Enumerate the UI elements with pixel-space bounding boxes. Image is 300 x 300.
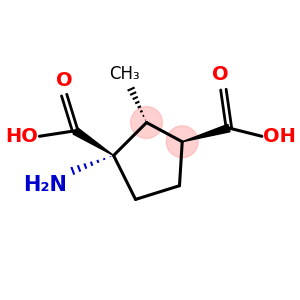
Text: HO: HO <box>5 127 38 146</box>
Polygon shape <box>182 124 230 142</box>
Text: H₂N: H₂N <box>23 175 67 195</box>
Circle shape <box>130 106 163 139</box>
Text: O: O <box>212 65 229 84</box>
Text: OH: OH <box>263 127 296 146</box>
Polygon shape <box>73 128 114 155</box>
Text: CH₃: CH₃ <box>109 65 140 83</box>
Circle shape <box>166 126 198 158</box>
Text: O: O <box>56 70 73 90</box>
